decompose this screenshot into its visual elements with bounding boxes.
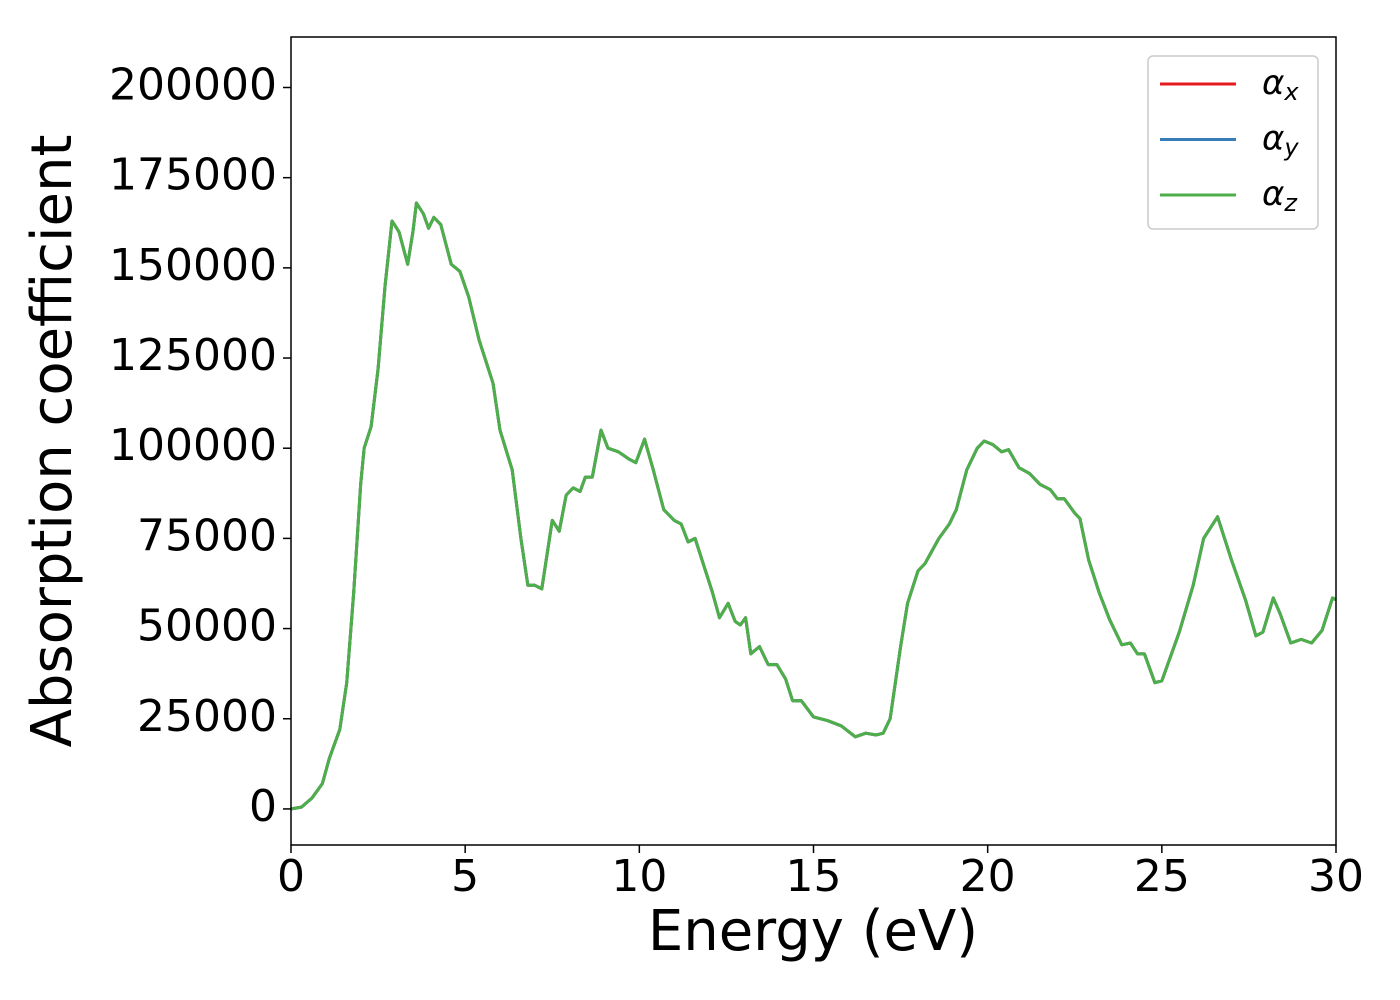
legend-label: αz	[1262, 174, 1298, 218]
series-line	[291, 201, 1336, 811]
x-tick-label: 20	[960, 851, 1016, 902]
y-tick-label: 175000	[109, 150, 277, 201]
x-tick-label: 10	[611, 851, 667, 902]
y-tick-label: 25000	[137, 691, 277, 742]
y-tick-label: 125000	[109, 330, 277, 381]
y-tick-label: 0	[249, 781, 277, 832]
y-axis-label: Absorption coefficient	[20, 135, 85, 748]
x-tick-label: 30	[1308, 851, 1364, 902]
legend-box	[1147, 55, 1319, 230]
y-tick-label: 50000	[137, 601, 277, 652]
x-tick-label: 15	[786, 851, 842, 902]
x-tick-label: 0	[277, 851, 305, 902]
plot-frame	[290, 36, 1337, 846]
legend-label: αx	[1262, 63, 1299, 107]
y-tick-label: 150000	[109, 240, 277, 291]
y-tick-label: 100000	[109, 420, 277, 471]
x-axis-label: Energy (eV)	[648, 899, 978, 964]
y-tick-label: 200000	[109, 60, 277, 111]
y-tick-label: 75000	[137, 510, 277, 561]
legend-label: αy	[1262, 118, 1299, 162]
x-tick-label: 25	[1134, 851, 1190, 902]
x-tick-label: 5	[451, 851, 479, 902]
